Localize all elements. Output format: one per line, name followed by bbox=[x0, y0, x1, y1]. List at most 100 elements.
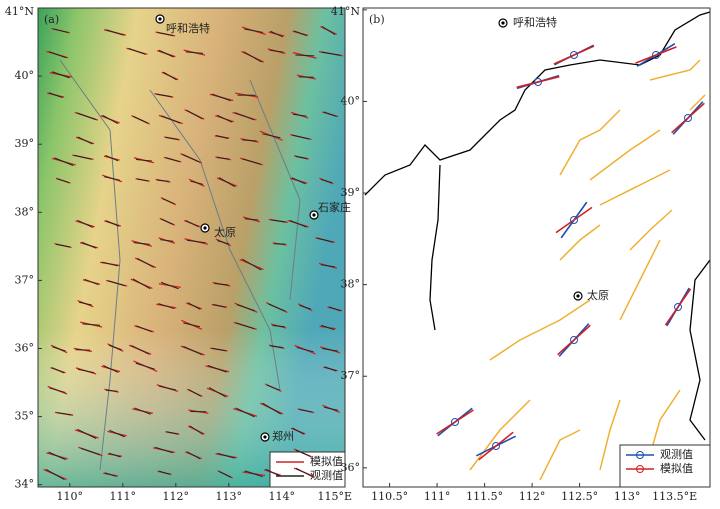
observed-dash bbox=[161, 115, 181, 124]
observed-dash bbox=[299, 304, 312, 310]
observed-dash bbox=[156, 93, 172, 98]
observed-dash bbox=[188, 389, 202, 397]
lat-label: 40° bbox=[15, 69, 35, 82]
lat-label: 39° bbox=[15, 137, 35, 150]
observed-dash bbox=[80, 447, 101, 456]
observed-dash bbox=[293, 30, 307, 37]
city-dot bbox=[576, 294, 580, 298]
observed-dash bbox=[295, 449, 312, 457]
city-dot bbox=[158, 17, 162, 21]
observed-dash bbox=[135, 362, 155, 370]
lon-label: 112.5° bbox=[561, 490, 598, 503]
map-bg bbox=[363, 8, 710, 487]
observed-dash bbox=[165, 136, 179, 140]
observed-dash bbox=[218, 471, 232, 478]
observed-dash bbox=[49, 387, 66, 393]
observed-dash bbox=[56, 243, 70, 248]
observed-dash bbox=[320, 178, 333, 184]
lon-label: 113° bbox=[614, 490, 641, 503]
observed-dash bbox=[103, 364, 119, 373]
observed-dash bbox=[292, 113, 307, 117]
observed-dash bbox=[299, 408, 313, 413]
observed-dash bbox=[161, 218, 174, 225]
observed-dash bbox=[101, 261, 118, 267]
city-name: 石家庄 bbox=[318, 200, 351, 214]
observed-dash bbox=[158, 470, 171, 475]
observed-dash bbox=[133, 242, 150, 245]
legend-circle bbox=[636, 451, 644, 459]
observed-dash bbox=[270, 30, 283, 38]
lat-label: 36° bbox=[341, 461, 361, 474]
city-dot bbox=[312, 213, 316, 217]
simulated-line bbox=[555, 206, 593, 234]
simulated-line bbox=[664, 288, 692, 326]
observed-dash bbox=[48, 451, 66, 461]
legend-circle bbox=[636, 465, 644, 473]
city-name: 太原 bbox=[214, 226, 236, 239]
legend-text: 模拟值 bbox=[310, 454, 343, 468]
observed-dash bbox=[57, 178, 70, 184]
observed-dash bbox=[186, 109, 203, 120]
city-name: 太原 bbox=[587, 289, 609, 302]
simulated-line bbox=[436, 409, 474, 435]
observed-dash bbox=[74, 154, 92, 160]
observed-dash bbox=[77, 219, 94, 228]
boundary bbox=[364, 11, 711, 196]
legend-text: 观测值 bbox=[310, 469, 343, 482]
observed-dash bbox=[155, 446, 173, 454]
legend-text: 模拟值 bbox=[660, 461, 693, 475]
observed-dash bbox=[165, 157, 180, 163]
observed-dash bbox=[183, 345, 203, 356]
observed-dash bbox=[105, 220, 120, 227]
observed-dash bbox=[216, 135, 229, 139]
panel-label: (b) bbox=[369, 13, 385, 26]
observed-dash bbox=[244, 218, 259, 221]
lon-label: 111° bbox=[110, 490, 137, 503]
observed-dash bbox=[109, 429, 125, 438]
observed-dash bbox=[234, 112, 255, 121]
observed-dash bbox=[324, 366, 337, 372]
boundary bbox=[429, 164, 711, 441]
lat-label: 39° bbox=[341, 186, 361, 199]
panel-b: (b) 41°N 40° 39° 38° 37° 36° 110.5° 111° 111.5° 11… bbox=[331, 5, 711, 503]
observed-dash bbox=[213, 304, 226, 308]
observed-dash bbox=[54, 157, 74, 166]
observed-dash bbox=[292, 134, 310, 140]
observed-dash bbox=[166, 431, 179, 435]
lat-label: 38° bbox=[341, 278, 361, 291]
stations bbox=[436, 42, 705, 461]
observed-dash bbox=[295, 467, 313, 478]
observed-dash bbox=[321, 324, 335, 331]
observed-dash bbox=[158, 385, 177, 391]
observed-dash bbox=[236, 304, 256, 312]
observed-dash bbox=[320, 264, 336, 268]
lon-label: 110° bbox=[57, 490, 84, 503]
observed-dash bbox=[235, 322, 255, 330]
station bbox=[492, 442, 500, 450]
observed-dash bbox=[133, 116, 149, 124]
lon-label: 110.5° bbox=[371, 490, 408, 503]
city-dot bbox=[203, 226, 207, 230]
observed-dash bbox=[56, 412, 72, 416]
lat-label: 41°N bbox=[331, 5, 360, 18]
lat-label: 35° bbox=[15, 410, 35, 423]
lon-label: 111.5° bbox=[466, 490, 503, 503]
observed-dash bbox=[186, 451, 201, 460]
observed-dash bbox=[218, 177, 236, 188]
lat-label: 34° bbox=[15, 478, 35, 491]
observed-dash bbox=[323, 406, 339, 411]
observed-dash bbox=[136, 178, 149, 182]
observed-dash bbox=[269, 49, 284, 53]
boundary bbox=[59, 59, 301, 471]
observed-dash bbox=[77, 136, 93, 145]
legend-box bbox=[619, 444, 711, 488]
simulated-line bbox=[478, 431, 514, 461]
observed-dash bbox=[189, 425, 204, 435]
lat-label: 40° bbox=[341, 94, 361, 107]
observed-dash bbox=[317, 237, 334, 243]
observed-dash bbox=[134, 407, 151, 415]
station bbox=[451, 418, 459, 426]
lon-label: 114° bbox=[269, 490, 296, 503]
lat-label: 37° bbox=[15, 273, 35, 286]
